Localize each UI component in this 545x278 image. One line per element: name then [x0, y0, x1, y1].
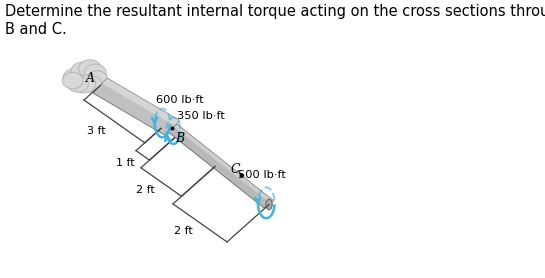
Text: 500 lb·ft: 500 lb·ft — [238, 170, 286, 180]
Text: 2 ft: 2 ft — [174, 226, 193, 236]
Polygon shape — [174, 124, 274, 203]
Circle shape — [84, 64, 106, 82]
Text: 350 lb·ft: 350 lb·ft — [177, 111, 225, 121]
Text: B: B — [175, 132, 184, 145]
Circle shape — [81, 76, 101, 92]
Polygon shape — [102, 78, 179, 126]
Text: 600 lb·ft: 600 lb·ft — [156, 95, 204, 105]
Text: 2 ft: 2 ft — [136, 185, 154, 195]
Text: Determine the resultant internal torque acting on the cross sections through poi: Determine the resultant internal torque … — [5, 4, 545, 36]
Circle shape — [68, 76, 88, 92]
Text: 1 ft: 1 ft — [117, 158, 135, 168]
Circle shape — [87, 71, 107, 87]
Circle shape — [78, 60, 101, 78]
Circle shape — [63, 68, 89, 89]
Text: A: A — [86, 72, 95, 85]
Circle shape — [62, 72, 83, 89]
Circle shape — [72, 75, 95, 93]
Text: C: C — [231, 163, 240, 176]
Ellipse shape — [266, 199, 272, 210]
Text: 3 ft: 3 ft — [87, 126, 106, 136]
Polygon shape — [93, 78, 179, 135]
Polygon shape — [168, 124, 274, 208]
Circle shape — [71, 62, 95, 81]
